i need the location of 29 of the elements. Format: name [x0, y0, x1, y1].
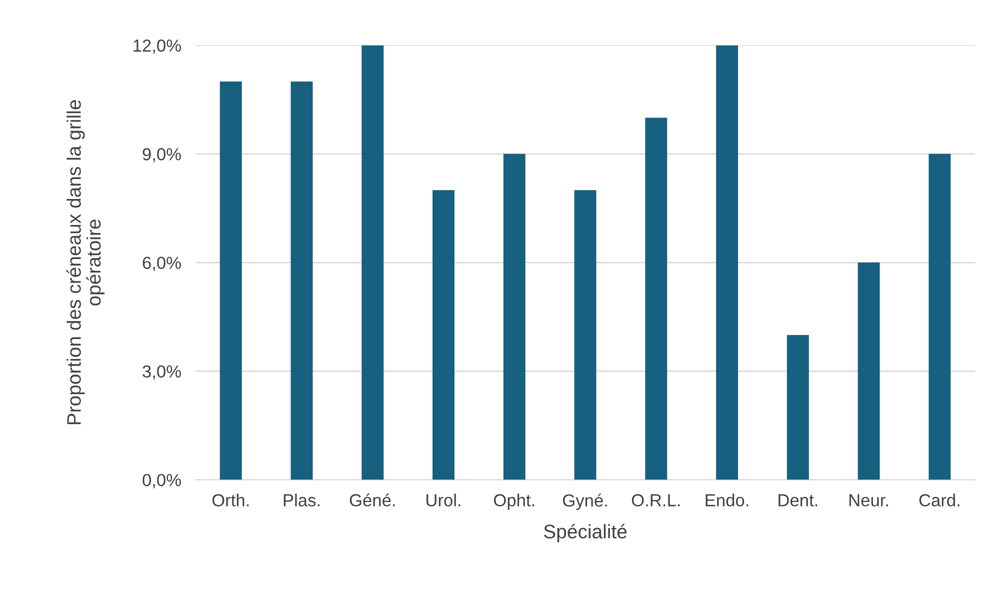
bar: [858, 262, 880, 480]
bar: [503, 154, 526, 480]
bar: [786, 334, 809, 480]
y-tick-label: 0,0%: [142, 474, 181, 488]
bar: [574, 190, 596, 480]
bar: [432, 190, 454, 480]
y-tick-label: 12,0%: [134, 39, 181, 54]
x-tick-label: Gyné.: [562, 494, 607, 510]
x-tick-label: Endo.: [706, 494, 748, 506]
x-tick-label: Card.: [919, 494, 960, 506]
x-axis-title: Spécialité: [544, 524, 627, 542]
bar: [290, 82, 313, 480]
bar: [716, 45, 738, 480]
bar: [928, 154, 951, 480]
bar: [220, 82, 242, 480]
x-tick-label: Urol.: [426, 494, 460, 506]
y-tick-label: 6,0%: [142, 256, 181, 272]
bar: [362, 45, 384, 480]
x-tick-label: O.R.L.: [632, 494, 680, 506]
x-tick-label: Géné.: [350, 493, 395, 506]
x-tick-label: Dent.: [778, 494, 818, 506]
x-tick-label: Plas.: [284, 494, 320, 506]
y-tick-label: 3,0%: [142, 365, 181, 380]
y-tick-label: 9,0%: [142, 148, 181, 162]
x-tick-label: Opht.: [494, 494, 534, 510]
x-tick-label: Orth.: [212, 494, 249, 506]
y-axis-title: Proportion des créneaux dans la grille opératoire: [66, 100, 105, 424]
bar: [645, 118, 668, 480]
x-tick-label: Neur.: [849, 494, 888, 506]
